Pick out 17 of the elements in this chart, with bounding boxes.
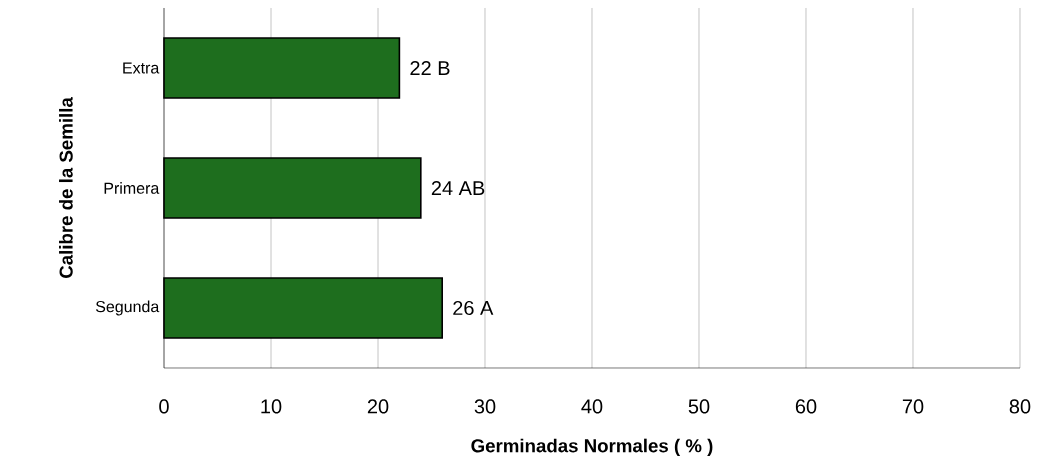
y-tick-label: Primera [104, 182, 160, 194]
x-tick-label: 30 [474, 399, 496, 414]
data-label: 24 AB [431, 181, 485, 195]
x-tick-label: 70 [902, 399, 924, 414]
y-tick-label: Extra [123, 62, 160, 74]
x-axis-title: Germinadas Normales ( % ) [471, 438, 713, 457]
data-label: 22 B [410, 61, 450, 75]
data-label: 26 A [453, 300, 494, 316]
x-tick-label: 0 [159, 399, 169, 414]
x-tick-label: 10 [261, 399, 282, 414]
x-tick-label: 50 [688, 399, 710, 414]
x-tick-label: 80 [1009, 399, 1031, 414]
y-axis-title: Calibre de la Semilla [59, 97, 73, 278]
x-tick-label: 60 [795, 399, 817, 414]
y-tick-label: Segunda [95, 300, 160, 316]
x-tick-label: 20 [367, 399, 389, 414]
x-tick-label: 40 [581, 399, 603, 414]
